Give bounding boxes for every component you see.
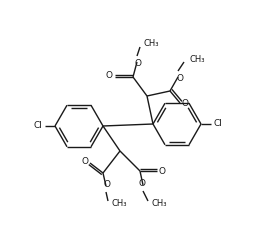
Text: O: O — [81, 158, 88, 166]
Text: O: O — [181, 99, 188, 109]
Text: O: O — [105, 71, 112, 81]
Text: CH₃: CH₃ — [151, 199, 167, 207]
Text: O: O — [134, 59, 141, 68]
Text: Cl: Cl — [34, 122, 43, 131]
Text: O: O — [158, 166, 165, 175]
Text: CH₃: CH₃ — [189, 55, 205, 65]
Text: CH₃: CH₃ — [111, 199, 127, 207]
Text: CH₃: CH₃ — [143, 39, 158, 49]
Text: O: O — [139, 179, 145, 188]
Text: Cl: Cl — [213, 120, 222, 128]
Text: O: O — [176, 74, 183, 83]
Text: O: O — [104, 180, 110, 189]
